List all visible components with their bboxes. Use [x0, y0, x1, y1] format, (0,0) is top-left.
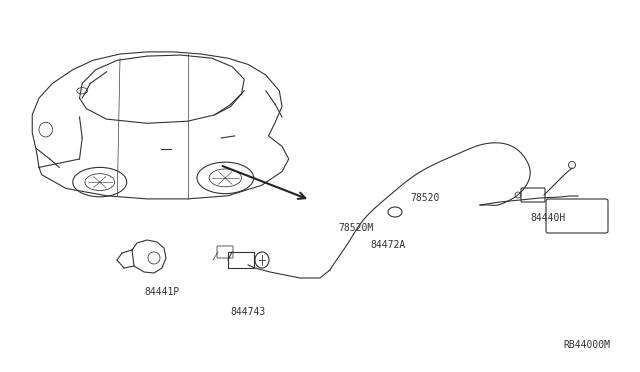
Text: 84440H: 84440H	[530, 213, 565, 223]
Text: 78520M: 78520M	[338, 223, 373, 233]
Text: 84441P: 84441P	[145, 287, 180, 297]
Text: 78520: 78520	[410, 193, 440, 203]
Text: 844743: 844743	[230, 307, 266, 317]
Text: 84472A: 84472A	[370, 240, 405, 250]
Text: RB44000M: RB44000M	[563, 340, 610, 350]
